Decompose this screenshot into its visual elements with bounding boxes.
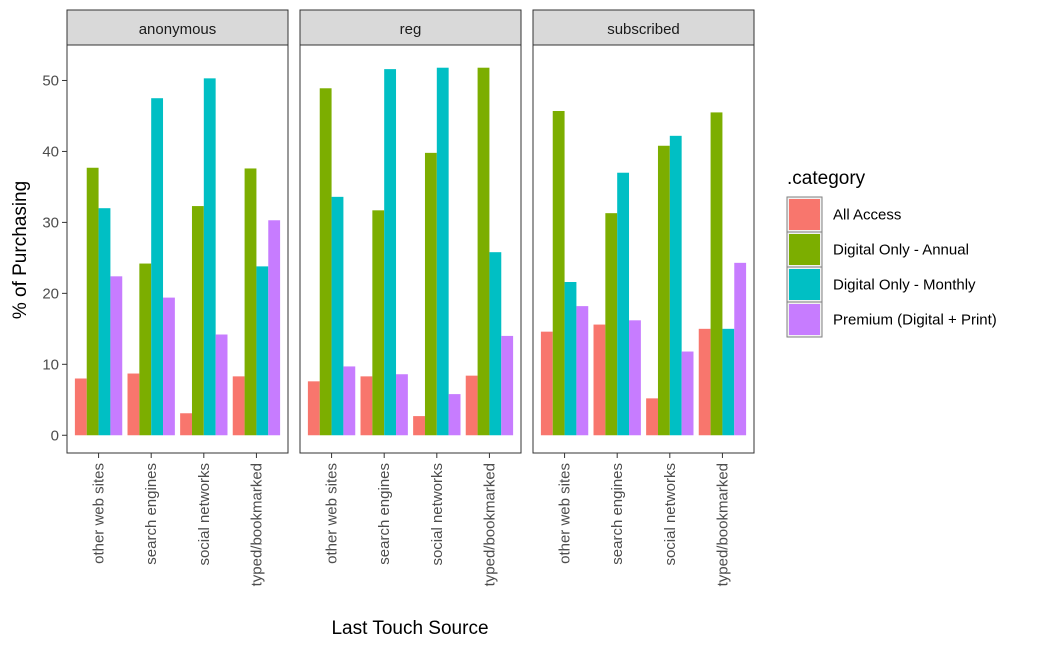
bar bbox=[268, 220, 281, 436]
bar bbox=[331, 196, 344, 436]
bar bbox=[710, 112, 723, 436]
bar bbox=[151, 98, 164, 436]
legend: .category All Access Digital Only - Annua… bbox=[786, 168, 997, 338]
bar bbox=[489, 252, 502, 436]
bar bbox=[669, 135, 682, 436]
bar bbox=[319, 88, 332, 436]
facet-strip bbox=[66, 9, 289, 46]
bar bbox=[232, 376, 245, 436]
bar bbox=[203, 78, 216, 436]
x-tick-label: typed/bookmarked bbox=[481, 463, 498, 586]
bar bbox=[734, 262, 747, 436]
panel-reg: reg other web sites search engines social n… bbox=[299, 9, 522, 586]
legend-label: All Access bbox=[833, 207, 901, 224]
bar bbox=[501, 335, 514, 436]
bar bbox=[576, 306, 589, 436]
panel-anonymous: anonymous other web sites search engines so… bbox=[66, 9, 289, 586]
bar bbox=[617, 172, 630, 436]
legend-swatch bbox=[789, 304, 820, 335]
bar bbox=[424, 152, 437, 436]
x-tick-label: social networks bbox=[196, 463, 213, 566]
y-tick-label: 0 bbox=[51, 427, 59, 444]
bar bbox=[629, 320, 641, 436]
bar bbox=[256, 266, 269, 436]
bar bbox=[540, 331, 553, 436]
facet-strip-label: subscribed bbox=[607, 21, 680, 38]
bar bbox=[413, 416, 425, 436]
bar bbox=[86, 167, 99, 436]
legend-label: Digital Only - Monthly bbox=[833, 277, 976, 294]
bar bbox=[74, 378, 87, 436]
bar bbox=[98, 208, 111, 436]
bar bbox=[448, 394, 461, 436]
x-tick-label: typed/bookmarked bbox=[714, 463, 731, 586]
x-tick-label: other web sites bbox=[557, 463, 574, 564]
legend-label: Premium (Digital + Print) bbox=[833, 312, 997, 329]
bar bbox=[436, 67, 449, 436]
bar bbox=[396, 374, 408, 436]
bar bbox=[477, 67, 490, 436]
legend-swatch bbox=[789, 199, 820, 230]
bar bbox=[163, 297, 175, 436]
bar bbox=[552, 110, 565, 436]
chart-panels: anonymous other web sites search engines so… bbox=[66, 9, 755, 586]
bar bbox=[681, 351, 694, 436]
y-tick-label: 10 bbox=[42, 356, 59, 373]
facet-strip bbox=[299, 9, 522, 46]
y-axis-label: % of Purchasing bbox=[10, 181, 31, 319]
x-tick-label: social networks bbox=[662, 463, 679, 566]
bar bbox=[139, 263, 152, 436]
legend-title: .category bbox=[787, 168, 866, 189]
y-tick-label: 30 bbox=[42, 214, 59, 231]
bar bbox=[180, 413, 192, 436]
bar bbox=[646, 398, 658, 436]
bar bbox=[343, 366, 356, 436]
bar bbox=[127, 373, 140, 436]
x-tick-label: social networks bbox=[429, 463, 446, 566]
y-axis: 0 10 20 30 40 50 bbox=[42, 72, 67, 444]
bar bbox=[564, 281, 577, 436]
bar bbox=[191, 206, 204, 436]
facet-strip bbox=[532, 9, 755, 46]
bar bbox=[593, 324, 606, 436]
legend-swatch bbox=[789, 234, 820, 265]
bar bbox=[657, 145, 670, 436]
bar bbox=[722, 328, 735, 436]
bar bbox=[215, 334, 228, 436]
bar bbox=[384, 69, 397, 436]
x-tick-label: other web sites bbox=[91, 463, 108, 564]
y-tick-label: 50 bbox=[42, 72, 59, 89]
bar bbox=[465, 375, 478, 436]
x-tick-label: search engines bbox=[143, 463, 160, 565]
bar bbox=[698, 328, 711, 436]
x-tick-label: search engines bbox=[609, 463, 626, 565]
panel-subscribed: subscribed other web sites search engines s… bbox=[532, 9, 755, 586]
bar bbox=[244, 168, 257, 436]
legend-swatch bbox=[789, 269, 820, 300]
bar bbox=[360, 376, 373, 436]
x-axis-label: Last Touch Source bbox=[331, 618, 488, 639]
facet-strip-label: reg bbox=[400, 21, 422, 38]
y-tick-label: 20 bbox=[42, 285, 59, 302]
bar bbox=[307, 381, 320, 436]
bar bbox=[372, 210, 385, 436]
x-tick-label: typed/bookmarked bbox=[248, 463, 265, 586]
bar bbox=[110, 276, 123, 436]
x-tick-label: search engines bbox=[376, 463, 393, 565]
x-tick-label: other web sites bbox=[324, 463, 341, 564]
legend-label: Digital Only - Annual bbox=[833, 242, 969, 259]
y-tick-label: 40 bbox=[42, 143, 59, 160]
facet-strip-label: anonymous bbox=[139, 21, 217, 38]
bar bbox=[605, 213, 618, 436]
